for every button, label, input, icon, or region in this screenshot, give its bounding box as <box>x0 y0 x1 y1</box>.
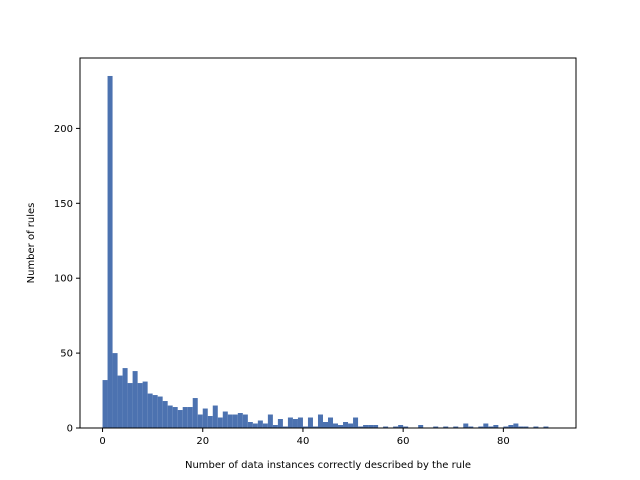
y-tick-label: 100 <box>54 274 73 285</box>
histogram-bar <box>322 422 328 428</box>
histogram-bar <box>307 417 313 428</box>
histogram-bar <box>227 414 233 428</box>
histogram-bar <box>242 414 248 428</box>
y-tick-label: 50 <box>60 349 73 360</box>
histogram-bar <box>252 423 258 428</box>
histogram-bar <box>418 425 424 428</box>
x-tick-label: 60 <box>397 436 410 447</box>
histogram-bar <box>433 426 439 428</box>
histogram-bar <box>177 410 183 428</box>
histogram-bar <box>162 401 168 428</box>
histogram-bar <box>343 422 349 428</box>
histogram-bar <box>277 419 283 428</box>
histogram-bar <box>317 414 323 428</box>
histogram-bar <box>207 416 213 428</box>
histogram-bar <box>287 417 293 428</box>
histogram-bar <box>398 425 404 428</box>
histogram-bar <box>267 414 273 428</box>
histogram-bar <box>157 396 163 428</box>
histogram-bar <box>112 353 118 428</box>
x-axis-label: Number of data instances correctly descr… <box>185 460 471 471</box>
histogram-bar <box>508 425 514 428</box>
histogram-bar <box>453 426 459 428</box>
histogram-bar <box>493 425 499 428</box>
histogram-bar <box>488 426 494 428</box>
histogram-bar <box>503 426 509 428</box>
histogram-bar <box>348 423 354 428</box>
histogram-bar <box>192 398 198 428</box>
histogram-bar <box>147 393 153 428</box>
histogram-bar <box>463 423 469 428</box>
histogram-bar <box>247 422 253 428</box>
y-axis-ticks: 0 50 100 150 200 <box>54 124 80 435</box>
histogram-bar <box>232 414 238 428</box>
histogram-bar <box>212 405 218 428</box>
histogram-bar <box>523 426 529 428</box>
histogram-bar <box>222 411 228 428</box>
histogram-bar <box>518 426 524 428</box>
y-tick-label: 200 <box>54 124 73 135</box>
histogram-bar <box>358 426 364 428</box>
x-axis-ticks: 0 20 40 60 80 <box>99 428 510 447</box>
y-tick-label: 0 <box>67 424 73 435</box>
x-tick-label: 80 <box>497 436 510 447</box>
histogram-bar <box>197 414 203 428</box>
histogram-bar <box>237 413 243 428</box>
x-tick-label: 20 <box>196 436 209 447</box>
histogram-bar <box>297 417 303 428</box>
histogram-bar <box>292 419 298 428</box>
histogram-bar <box>152 395 158 428</box>
histogram-bar <box>363 425 369 428</box>
histogram-bar <box>302 426 308 428</box>
bars-group <box>102 75 549 428</box>
y-tick-label: 150 <box>54 199 73 210</box>
histogram-bar <box>107 75 113 428</box>
histogram-bar <box>182 407 188 428</box>
histogram-bar <box>543 426 549 428</box>
histogram-bar <box>368 425 374 428</box>
histogram-bar <box>257 420 263 428</box>
histogram-bar <box>533 426 539 428</box>
x-tick-label: 40 <box>297 436 310 447</box>
histogram-bar <box>403 426 409 428</box>
histogram-bar <box>272 425 278 428</box>
histogram-bar <box>137 383 143 428</box>
plot-frame <box>79 57 577 429</box>
histogram-bar <box>117 375 123 428</box>
y-axis-label: Number of rules <box>26 203 37 284</box>
histogram-bar <box>102 380 108 428</box>
histogram-bar <box>468 426 474 428</box>
histogram-bar <box>393 426 399 428</box>
histogram-bar <box>353 417 359 428</box>
histogram-bar <box>167 405 173 428</box>
histogram-bar <box>202 408 208 428</box>
histogram-bar <box>383 426 389 428</box>
histogram-bar <box>373 425 379 428</box>
histogram-bar <box>142 381 148 428</box>
histogram-bar <box>262 423 268 428</box>
histogram-bar <box>282 426 288 428</box>
histogram-bar <box>338 425 344 428</box>
histogram-bar <box>483 423 489 428</box>
histogram-bar <box>132 371 138 428</box>
histogram-bar <box>312 426 318 428</box>
histogram-bar <box>333 423 339 428</box>
histogram-bar <box>122 368 128 428</box>
histogram-bar <box>513 423 519 428</box>
histogram-bar <box>328 417 334 428</box>
histogram-bar <box>478 426 484 428</box>
histogram-bar <box>443 426 449 428</box>
histogram-bar <box>172 407 178 428</box>
histogram-bar <box>127 383 133 428</box>
histogram-bar <box>187 407 193 428</box>
histogram-bar <box>217 417 223 428</box>
x-tick-label: 0 <box>99 436 105 447</box>
